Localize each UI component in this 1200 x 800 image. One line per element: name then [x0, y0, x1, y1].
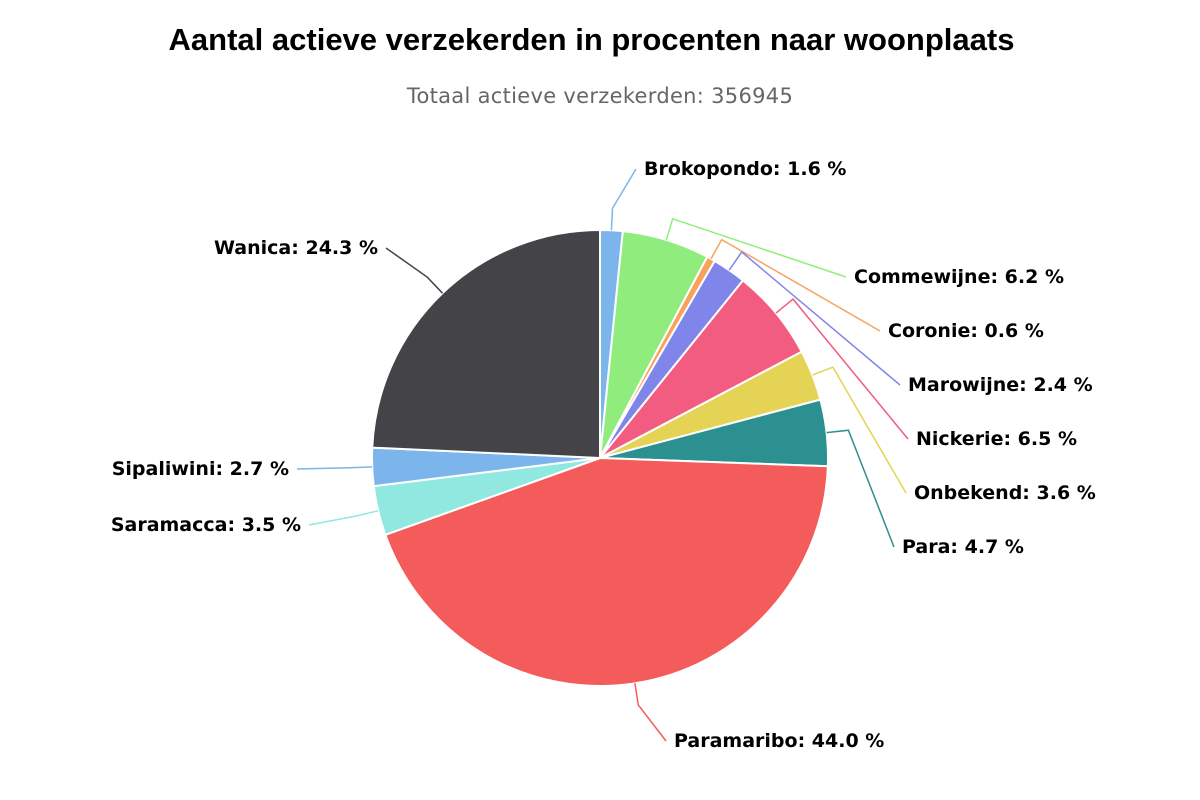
connector-brokopondo: [610, 168, 637, 231]
connector-saramacca: [308, 510, 379, 526]
slice-label-marowijne: Marowijne: 2.4 %: [908, 374, 1093, 396]
pie-slice-paramaribo[interactable]: [384, 456, 829, 687]
slice-label-saramacca: Saramacca: 3.5 %: [111, 514, 301, 536]
chart-title: Aantal actieve verzekerden in procenten …: [168, 22, 1015, 57]
slice-label-sipaliwini: Sipaliwini: 2.7 %: [112, 458, 289, 480]
pie-slice-wanica[interactable]: [371, 228, 601, 460]
chart-subtitle: Totaal actieve verzekerden: 356945: [406, 84, 794, 108]
slices-layer: [371, 228, 829, 687]
connector-para: [826, 429, 895, 548]
slice-label-paramaribo: Paramaribo: 44.0 %: [674, 730, 884, 752]
slice-label-brokopondo: Brokopondo: 1.6 %: [644, 158, 846, 180]
connector-wanica: [385, 247, 444, 294]
connector-sipaliwini: [296, 466, 373, 470]
slice-label-wanica: Wanica: 24.3 %: [214, 237, 378, 259]
slice-label-onbekend: Onbekend: 3.6 %: [914, 482, 1096, 504]
connector-marowijne: [728, 250, 901, 386]
labels-layer: Brokopondo: 1.6 % Commewijne: 6.2 % Coroni…: [111, 158, 1096, 752]
connectors-layer: [296, 168, 909, 742]
slice-label-nickerie: Nickerie: 6.5 %: [916, 428, 1077, 450]
connector-coronie: [710, 238, 881, 332]
connector-nickerie: [775, 298, 909, 440]
connector-paramaribo: [634, 683, 667, 742]
slice-label-para: Para: 4.7 %: [902, 536, 1024, 558]
slice-label-coronie: Coronie: 0.6 %: [888, 320, 1044, 342]
connector-commewijne: [665, 217, 847, 278]
slice-label-commewijne: Commewijne: 6.2 %: [854, 266, 1064, 288]
connector-onbekend: [812, 366, 907, 494]
